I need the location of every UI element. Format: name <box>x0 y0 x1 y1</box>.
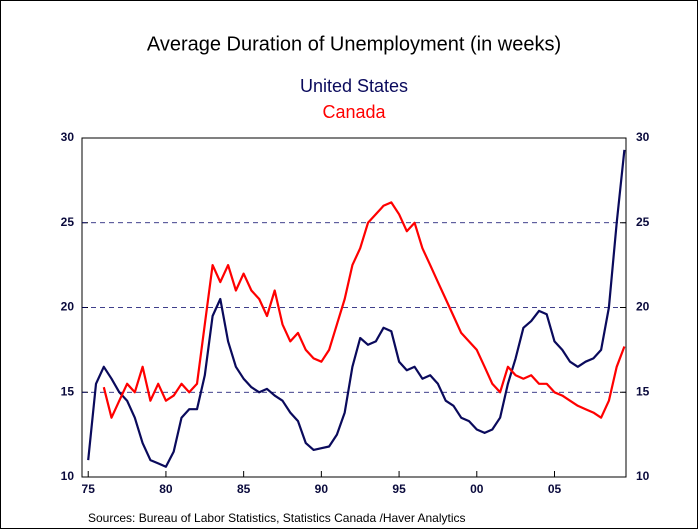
source: Sources: Bureau of Labor Statistics, Sta… <box>88 511 466 525</box>
y-tick-label: 15 <box>61 384 75 398</box>
series-line <box>102 201 626 419</box>
y-tick-label: 10 <box>61 469 75 483</box>
y2-tick-label: 30 <box>636 130 650 144</box>
x-tick-label: 80 <box>159 482 173 496</box>
x-tick-label: 00 <box>470 482 484 496</box>
y-tick-label: 30 <box>61 130 75 144</box>
y2-tick-label: 10 <box>636 469 650 483</box>
x-tick-label: 90 <box>315 482 329 496</box>
y-tick-label: 20 <box>61 300 75 314</box>
y2-tick-label: 20 <box>636 300 650 314</box>
x-tick-label: 75 <box>82 482 96 496</box>
x-tick-label: 05 <box>548 482 562 496</box>
legend-us: United States <box>300 76 408 96</box>
chart-title: Average Duration of Unemployment (in wee… <box>147 33 561 55</box>
x-tick-label: 95 <box>392 482 406 496</box>
y-tick-label: 25 <box>61 215 75 229</box>
y2-tick-label: 15 <box>636 384 650 398</box>
x-tick-label: 85 <box>237 482 251 496</box>
legend-canada: Canada <box>322 102 386 122</box>
series-line <box>87 149 626 468</box>
y2-tick-label: 25 <box>636 215 650 229</box>
